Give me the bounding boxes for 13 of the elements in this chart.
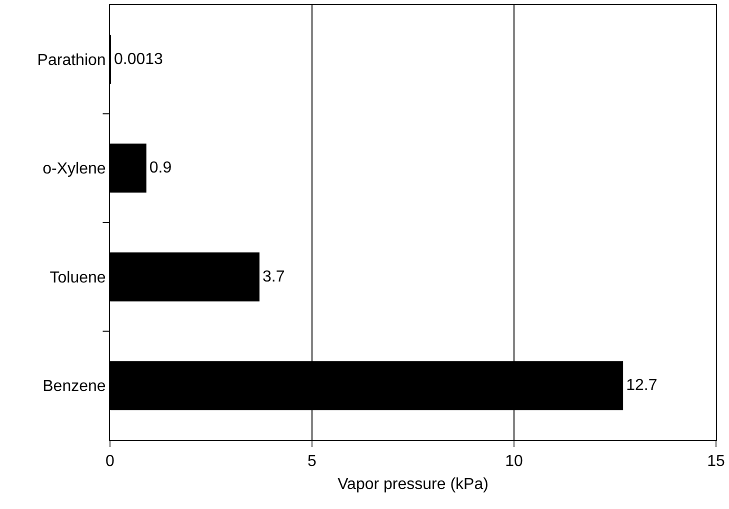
x-tick-label: 0 bbox=[106, 453, 115, 470]
data-label: 12.7 bbox=[626, 377, 658, 394]
data-label: 0.9 bbox=[149, 160, 172, 177]
x-tick-label: 5 bbox=[308, 453, 317, 470]
data-label: 3.7 bbox=[262, 268, 285, 286]
x-tick-label: 15 bbox=[707, 453, 725, 470]
x-axis-title: Vapor pressure (kPa) bbox=[338, 476, 488, 493]
y-tick-label: Parathion bbox=[37, 52, 106, 69]
y-tick-label: o-Xylene bbox=[42, 160, 106, 178]
data-label: 0.0013 bbox=[114, 50, 164, 68]
y-tick-label: Toluene bbox=[50, 269, 106, 286]
y-tick-label: Benzene bbox=[42, 378, 106, 396]
x-tick-label: 10 bbox=[505, 453, 523, 470]
